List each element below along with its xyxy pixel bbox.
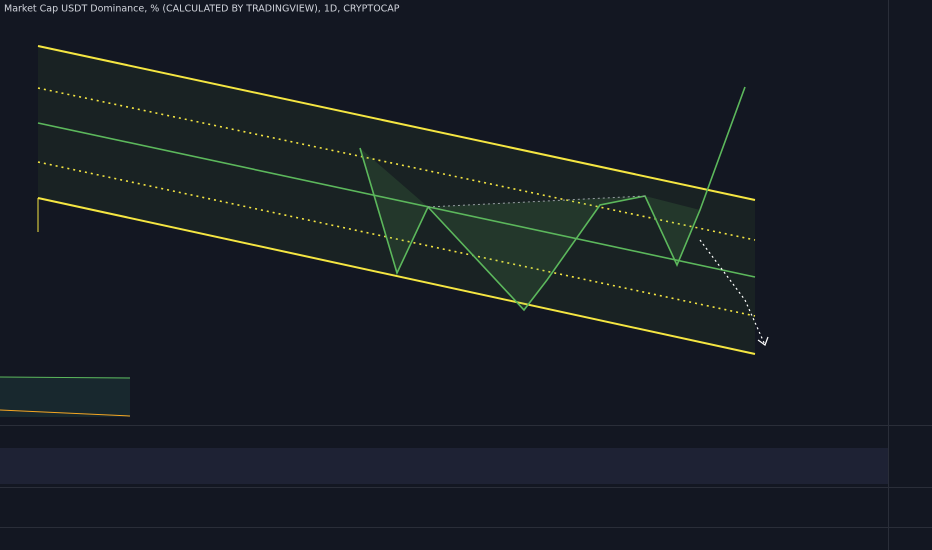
pattern-fill — [645, 196, 700, 265]
channel-lower-mid — [37, 161, 756, 317]
channel-top — [37, 45, 756, 201]
pattern-line — [359, 86, 746, 312]
chart-title: Market Cap USDT Dominance, % (CALCULATED… — [4, 4, 400, 15]
projection — [699, 239, 766, 346]
channel — [37, 45, 756, 355]
box — [0, 377, 130, 417]
pattern — [359, 86, 769, 346]
channel-upper-mid — [37, 87, 756, 241]
projection-arrow — [757, 336, 769, 346]
channel-median — [37, 122, 756, 278]
channel-bottom — [37, 197, 756, 355]
box-line — [0, 409, 131, 417]
rsi-band — [0, 448, 888, 484]
pattern-fill — [428, 196, 645, 310]
small-box — [0, 376, 131, 417]
neckline — [427, 195, 646, 208]
box-line — [0, 376, 131, 379]
